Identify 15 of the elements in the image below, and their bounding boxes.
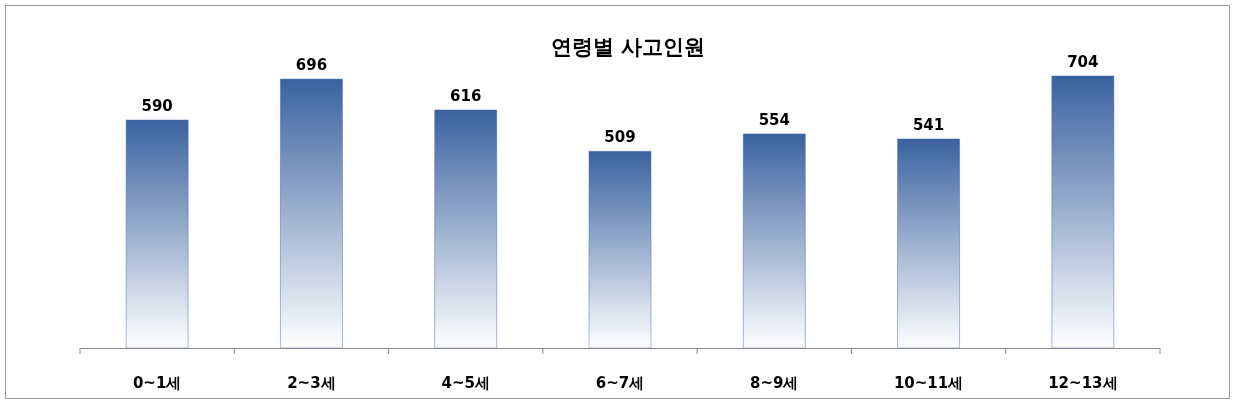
- x-tick-label: 0~1세: [132, 374, 182, 392]
- data-label: 590: [141, 97, 173, 116]
- x-tick-label: 2~3세: [287, 374, 336, 392]
- data-label: 616: [450, 87, 482, 105]
- x-tick-label: 4~5세: [441, 374, 490, 392]
- data-label: 554: [758, 110, 790, 129]
- data-label: 696: [295, 56, 328, 75]
- data-label: 541: [912, 115, 945, 134]
- data-label: 704: [1067, 53, 1099, 71]
- chart-title: 연령별 사고인원: [550, 35, 706, 59]
- x-tick-label: 8~9세: [750, 374, 799, 392]
- x-tick-label: 6~7세: [595, 374, 645, 392]
- x-tick-label: 10~11세: [893, 374, 964, 392]
- data-label: 509: [604, 128, 636, 147]
- x-tick-label: 12~13세: [1048, 374, 1118, 392]
